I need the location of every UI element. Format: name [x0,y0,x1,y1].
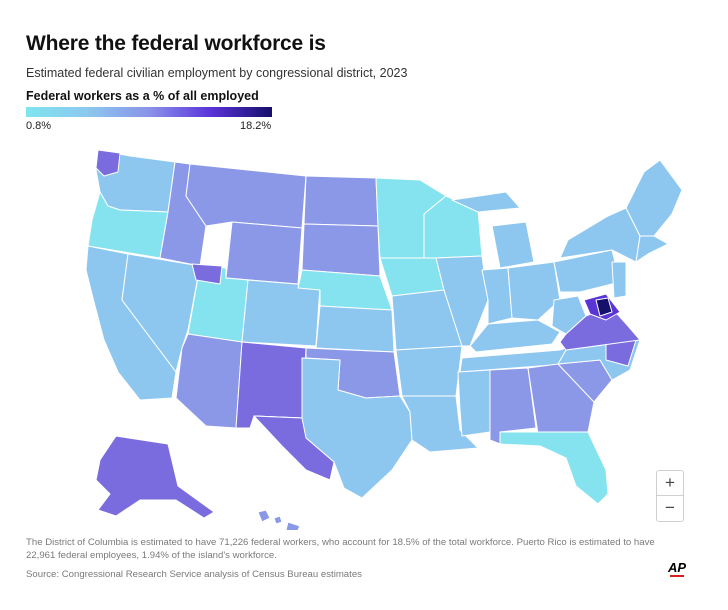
legend-min-label: 0.8% [26,120,52,132]
zoom-out-button[interactable]: − [657,495,683,520]
region-michigan[interactable] [491,221,535,269]
source-line: Source: Congressional Research Service a… [26,569,362,580]
region-michigan-up[interactable] [451,191,521,213]
region-arizona[interactable] [175,333,243,429]
region-arkansas[interactable] [395,345,463,397]
page-subtitle: Estimated federal civilian employment by… [26,66,408,80]
region-new-england[interactable] [625,159,683,237]
region-utah-north[interactable] [191,263,223,285]
region-hawaii-3[interactable] [285,521,301,530]
region-north-dakota[interactable] [303,175,379,227]
region-montana[interactable] [185,163,307,229]
region-ohio[interactable] [507,261,561,321]
region-washington-west[interactable] [95,149,121,177]
region-pennsylvania[interactable] [553,249,621,293]
region-georgia[interactable] [527,363,595,435]
region-florida[interactable] [499,431,609,505]
region-new-jersey[interactable] [611,261,627,299]
zoom-in-button[interactable]: + [665,473,675,492]
legend-color-bar [26,107,272,117]
region-alaska[interactable] [95,435,215,519]
us-district-map[interactable] [0,135,728,530]
region-south-dakota[interactable] [301,223,381,277]
region-wyoming[interactable] [225,221,303,285]
legend-title: Federal workers as a % of all employed [26,89,259,103]
region-louisiana[interactable] [401,395,479,453]
region-kansas[interactable] [315,305,395,353]
region-hawaii-2[interactable] [273,515,283,525]
region-new-england-south[interactable] [635,235,669,263]
legend-max-label: 18.2% [240,120,272,132]
region-kentucky[interactable] [469,319,561,353]
ap-logo: AP [668,560,687,575]
region-iowa[interactable] [379,257,445,297]
region-hawaii[interactable] [257,509,271,523]
ap-logo-underline [670,575,684,577]
region-indiana[interactable] [481,267,513,325]
region-texas-west[interactable] [253,415,335,481]
region-new-mexico[interactable] [235,341,307,429]
region-dc[interactable] [595,297,613,317]
region-colorado[interactable] [241,279,321,347]
zoom-control: + − [656,470,684,522]
region-mississippi[interactable] [457,369,491,437]
page-title: Where the federal workforce is [26,32,326,55]
footnote: The District of Columbia is estimated to… [26,537,655,561]
